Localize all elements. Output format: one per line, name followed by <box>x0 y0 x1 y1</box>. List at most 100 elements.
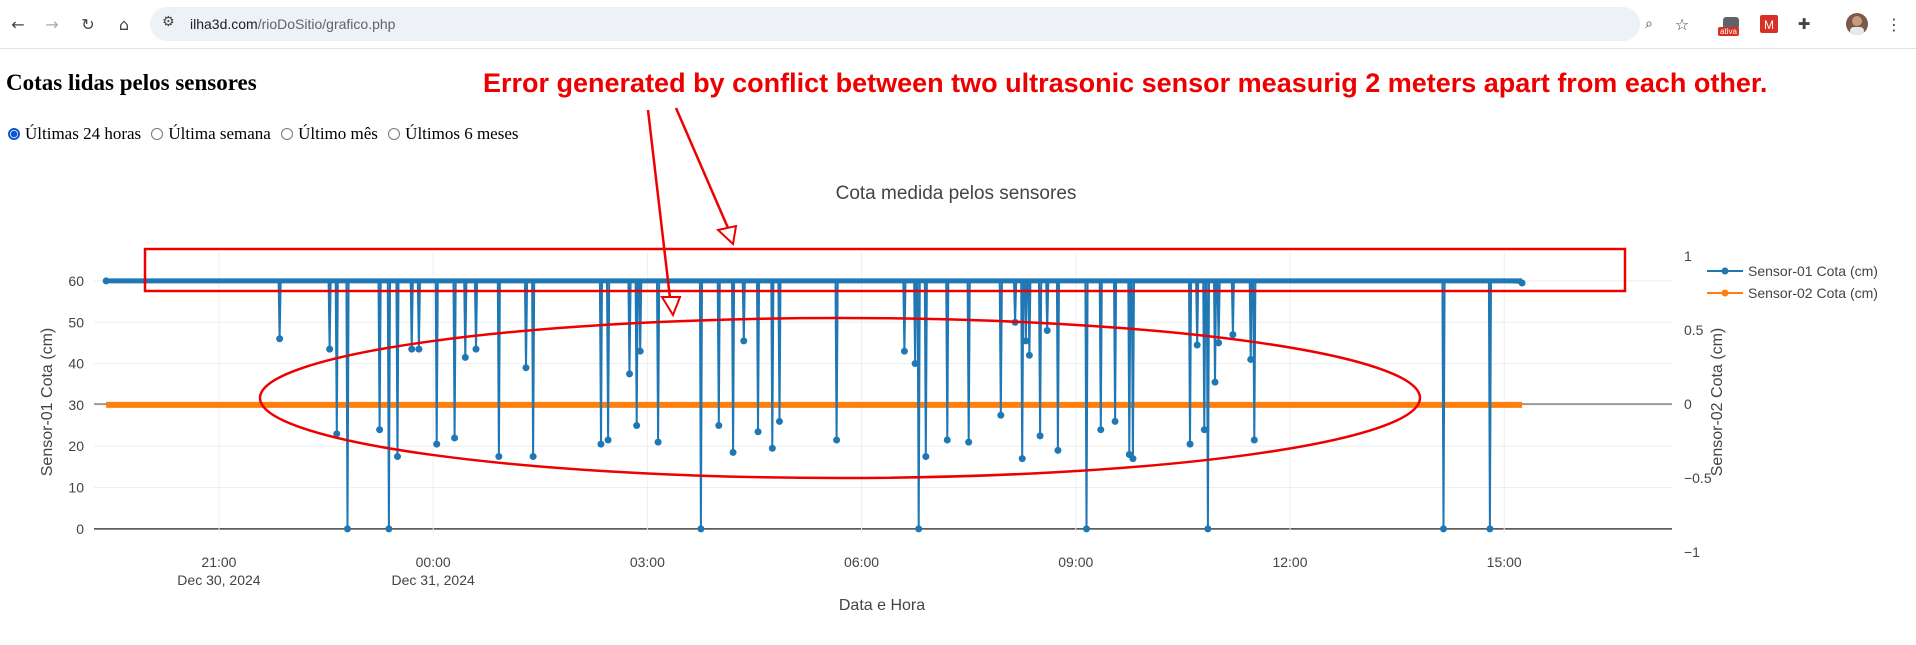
y2-axis-label: Sensor-02 Cota (cm) <box>1709 328 1726 477</box>
data-point <box>922 453 930 461</box>
annotation-text: Error generated by conflict between two … <box>483 68 1768 98</box>
y2-tick-label: 0 <box>1684 396 1692 412</box>
data-point <box>900 347 908 355</box>
data-point <box>754 428 762 436</box>
data-point <box>1043 327 1051 335</box>
annotation-marks <box>143 107 1627 480</box>
back-icon[interactable]: ← <box>11 14 25 34</box>
forward-icon[interactable]: → <box>45 14 59 34</box>
option-6months[interactable]: Últimos 6 meses <box>388 124 519 144</box>
x-tick-sublabel: Dec 30, 2024 <box>177 572 260 588</box>
y2-tick-label: 0.5 <box>1684 322 1704 338</box>
profile-avatar-icon[interactable] <box>1845 12 1869 36</box>
radio-6months[interactable] <box>388 128 401 140</box>
option-week[interactable]: Última semana <box>151 124 271 144</box>
zoom-icon[interactable]: ⌕ <box>1645 16 1653 32</box>
y2-tick-label: 1 <box>1684 248 1692 264</box>
data-point <box>408 345 416 353</box>
data-point <box>1193 341 1201 349</box>
data-point <box>333 430 341 438</box>
data-point <box>1229 331 1237 339</box>
y-tick-label: 60 <box>68 273 84 289</box>
data-point <box>729 448 737 456</box>
data-point <box>102 277 110 285</box>
data-point <box>997 411 1005 419</box>
data-point <box>522 364 530 372</box>
radio-week[interactable] <box>151 128 164 140</box>
grid <box>94 252 1672 533</box>
data-point <box>1250 436 1258 444</box>
x-tick-label: 09:00 <box>1058 554 1093 570</box>
url-host: ilha3d.com <box>190 16 258 32</box>
data-point <box>385 525 393 533</box>
data-point <box>1129 455 1137 463</box>
data-point <box>1082 525 1090 533</box>
option-label-month: Último mês <box>298 124 378 143</box>
data-point <box>740 337 748 345</box>
y-tick-label: 10 <box>68 480 84 496</box>
bookmark-star-icon[interactable]: ☆ <box>1674 14 1690 34</box>
arrow-head-right <box>715 224 738 247</box>
data-point <box>697 525 705 533</box>
data-point <box>911 360 919 368</box>
data-point <box>943 436 951 444</box>
series <box>102 277 1526 533</box>
legend-label-sensor-01: Sensor-01 Cota (cm) <box>1748 263 1878 279</box>
x-tick-label: 06:00 <box>844 554 879 570</box>
data-point <box>529 453 537 461</box>
x-tick-sublabel: Dec 31, 2024 <box>392 572 475 588</box>
data-point <box>604 436 612 444</box>
x-tick-label: 21:00 <box>201 554 236 570</box>
data-point <box>276 335 284 343</box>
reload-icon[interactable]: ↻ <box>81 14 95 34</box>
y-axis-label: Sensor-01 Cota (cm) <box>39 328 56 477</box>
x-axis-label: Data e Hora <box>839 597 925 614</box>
radio-24h[interactable] <box>8 128 20 140</box>
extension-red-icon[interactable]: M <box>1757 12 1781 36</box>
data-point <box>915 525 923 533</box>
legend-label-sensor-02: Sensor-02 Cota (cm) <box>1748 285 1878 301</box>
data-point <box>1022 337 1030 345</box>
data-point <box>1186 440 1194 448</box>
y-tick-label: 30 <box>68 397 84 413</box>
time-range-options: Últimas 24 horas Última semana Último mê… <box>8 124 525 145</box>
extension-icon[interactable] <box>1720 12 1744 36</box>
y-tick-label: 0 <box>76 521 84 537</box>
data-point <box>1486 525 1494 533</box>
data-point <box>472 345 480 353</box>
menu-kebab-icon[interactable]: ⋮ <box>1886 14 1902 34</box>
x-tick-label: 00:00 <box>416 554 451 570</box>
data-point <box>461 353 469 361</box>
radio-month[interactable] <box>281 128 294 140</box>
legend-marker-sensor-02 <box>1721 289 1729 297</box>
data-point <box>597 440 605 448</box>
y-tick-label: 50 <box>68 314 84 330</box>
data-point <box>343 525 351 533</box>
address-bar[interactable] <box>150 7 1640 41</box>
axes: 0 10 20 30 40 50 60 −1 −0.5 0 0.5 1 21:00 Dec 30, 202… <box>68 248 1711 588</box>
option-month[interactable]: Último mês <box>281 124 378 144</box>
x-tick-label: 15:00 <box>1487 554 1522 570</box>
data-point <box>654 438 662 446</box>
data-point <box>1018 455 1026 463</box>
data-point <box>393 453 401 461</box>
browser-toolbar: ← → ↻ ⌂ ⚙ ilha3d.com/rioDoSitio/grafico.… <box>0 0 1916 49</box>
option-label-6months: Últimos 6 meses <box>405 124 519 143</box>
chart-title: Cota medida pelos sensores <box>836 183 1077 204</box>
data-point <box>626 370 634 378</box>
url-text[interactable]: ilha3d.com/rioDoSitio/grafico.php <box>190 16 395 32</box>
extensions-puzzle-icon[interactable]: ✚ <box>1797 15 1811 33</box>
data-point <box>1025 351 1033 359</box>
option-24h[interactable]: Últimas 24 horas <box>8 124 141 144</box>
home-icon[interactable]: ⌂ <box>118 14 130 34</box>
option-label-week: Última semana <box>168 124 271 143</box>
y2-tick-label: −1 <box>1684 544 1700 560</box>
data-point <box>636 347 644 355</box>
data-point <box>715 422 723 430</box>
url-path: /rioDoSitio/grafico.php <box>257 16 396 32</box>
highlight-rectangle <box>143 247 1627 293</box>
data-point <box>633 422 641 430</box>
site-settings-icon[interactable]: ⚙ <box>162 14 175 30</box>
data-point <box>1097 426 1105 434</box>
series-sensor-01-line <box>106 279 1523 529</box>
